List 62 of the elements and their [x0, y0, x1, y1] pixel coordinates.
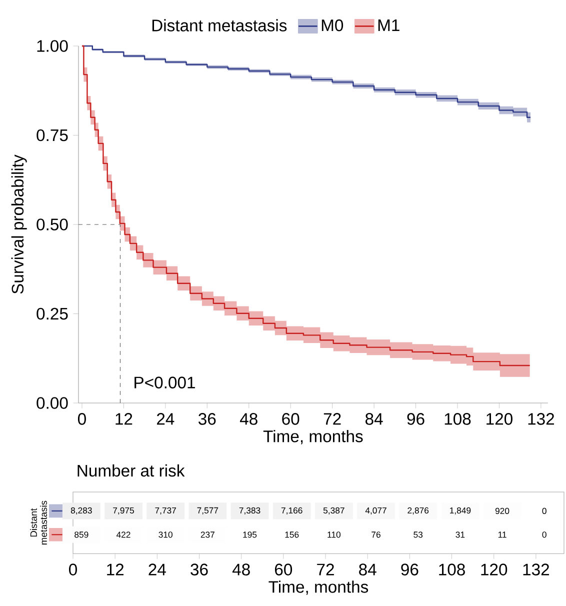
data-label: 53: [414, 532, 423, 538]
x-tick-label: 96: [401, 564, 418, 576]
data-label: 110: [328, 532, 340, 538]
legend-title: Distant metastasis: [152, 19, 287, 32]
x-tick-label: 84: [359, 564, 376, 576]
x-tick-label: 0: [69, 564, 77, 576]
x-tick-label: 84: [366, 413, 383, 425]
x-tick-label: 108: [444, 413, 471, 425]
x-tick-label: 72: [324, 413, 341, 425]
data-label: 1,849: [450, 507, 471, 515]
data-label: 31: [456, 532, 465, 538]
data-label: 5,387: [323, 507, 344, 515]
x-axis-title: Time, months: [268, 580, 368, 595]
data-label: 76: [372, 532, 380, 538]
data-label: 195: [243, 532, 257, 538]
y-tick-label: 0.25: [36, 308, 68, 320]
y-axis-title: Distant metastasis: [30, 500, 47, 544]
data-label: 7,975: [113, 507, 134, 515]
x-tick-label: 60: [282, 413, 300, 425]
data-label: 310: [158, 532, 172, 538]
y-tick-label: 1.00: [37, 40, 68, 52]
data-label: 237: [200, 532, 214, 538]
x-tick-label: 48: [232, 564, 250, 576]
data-label: 8,283: [70, 507, 92, 515]
data-label: 156: [285, 532, 299, 538]
data-label: 2,876: [408, 507, 429, 515]
x-tick-label: 132: [528, 413, 554, 425]
data-label: 11: [498, 532, 506, 538]
data-label: 920: [495, 508, 510, 514]
data-label: 0: [542, 508, 546, 514]
x-tick-label: 108: [439, 564, 465, 576]
x-tick-label: 36: [190, 564, 208, 576]
legend-label: M1: [378, 19, 400, 31]
x-tick-label: 72: [317, 564, 334, 576]
x-tick-label: 12: [116, 413, 132, 425]
y-axis-title: Survival probability: [11, 154, 27, 294]
data-label: 7,383: [239, 507, 260, 515]
data-label: 0: [542, 532, 546, 538]
x-tick-label: 36: [198, 413, 216, 425]
y-tick-label: 0.00: [36, 397, 68, 409]
data-label: 4,077: [365, 507, 386, 515]
data-label: 422: [116, 532, 130, 538]
data-label: 7,737: [155, 507, 176, 515]
chart-title: Number at risk: [78, 464, 185, 477]
x-tick-label: 24: [156, 413, 174, 425]
y-tick-label: 0.50: [36, 218, 68, 230]
x-tick-label: 24: [148, 564, 166, 576]
data-label: 859: [74, 532, 88, 538]
data-label: 7,577: [197, 507, 218, 514]
x-tick-label: 0: [78, 413, 86, 425]
x-tick-label: 48: [240, 413, 258, 425]
x-tick-label: 120: [481, 564, 508, 576]
data-label: 7,166: [281, 507, 302, 515]
x-tick-label: 96: [407, 413, 424, 425]
legend-label: M0: [322, 19, 344, 32]
x-axis-title: Time, months: [263, 430, 363, 444]
annotation: P<0.001: [134, 376, 195, 388]
x-tick-label: 120: [486, 413, 512, 425]
x-tick-label: 12: [107, 564, 124, 576]
x-tick-label: 60: [274, 564, 292, 576]
x-tick-label: 132: [523, 564, 549, 576]
y-tick-label: 0.75: [36, 129, 68, 142]
